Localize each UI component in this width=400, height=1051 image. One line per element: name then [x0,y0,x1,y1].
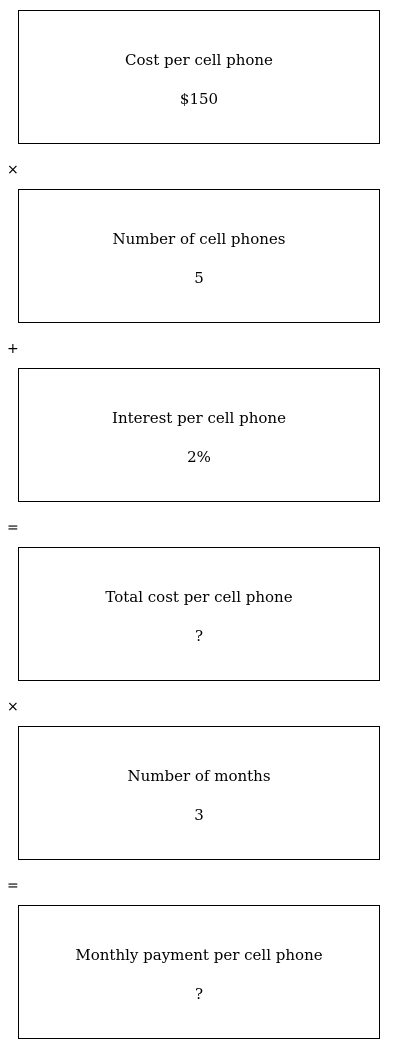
box-label: Total cost per cell phone [105,588,293,606]
box-value: $150 [179,90,219,108]
number-of-months-box: Number of months 3 [18,726,380,860]
box-label: Monthly payment per cell phone [75,946,323,964]
number-of-cell-phones-box: Number of cell phones 5 [18,189,380,323]
cost-per-cell-phone-box: Cost per cell phone $150 [18,10,380,144]
equals-operator: = [7,520,19,536]
multiply-operator: × [7,162,19,178]
box-value: 3 [194,806,204,824]
multiply-operator: × [7,699,19,715]
box-label: Number of cell phones [112,230,286,248]
total-cost-per-cell-phone-box: Total cost per cell phone ? [18,547,380,681]
interest-per-cell-phone-box: Interest per cell phone 2% [18,368,380,502]
monthly-payment-per-cell-phone-box: Monthly payment per cell phone ? [18,905,380,1039]
plus-operator: + [7,341,19,357]
box-label: Interest per cell phone [112,409,286,427]
box-value: 5 [194,269,204,287]
equals-operator: = [7,878,19,894]
box-label: Cost per cell phone [125,51,273,69]
box-value: ? [194,627,204,645]
box-value: ? [194,985,204,1003]
box-value: 2% [187,448,211,466]
box-label: Number of months [127,767,271,785]
